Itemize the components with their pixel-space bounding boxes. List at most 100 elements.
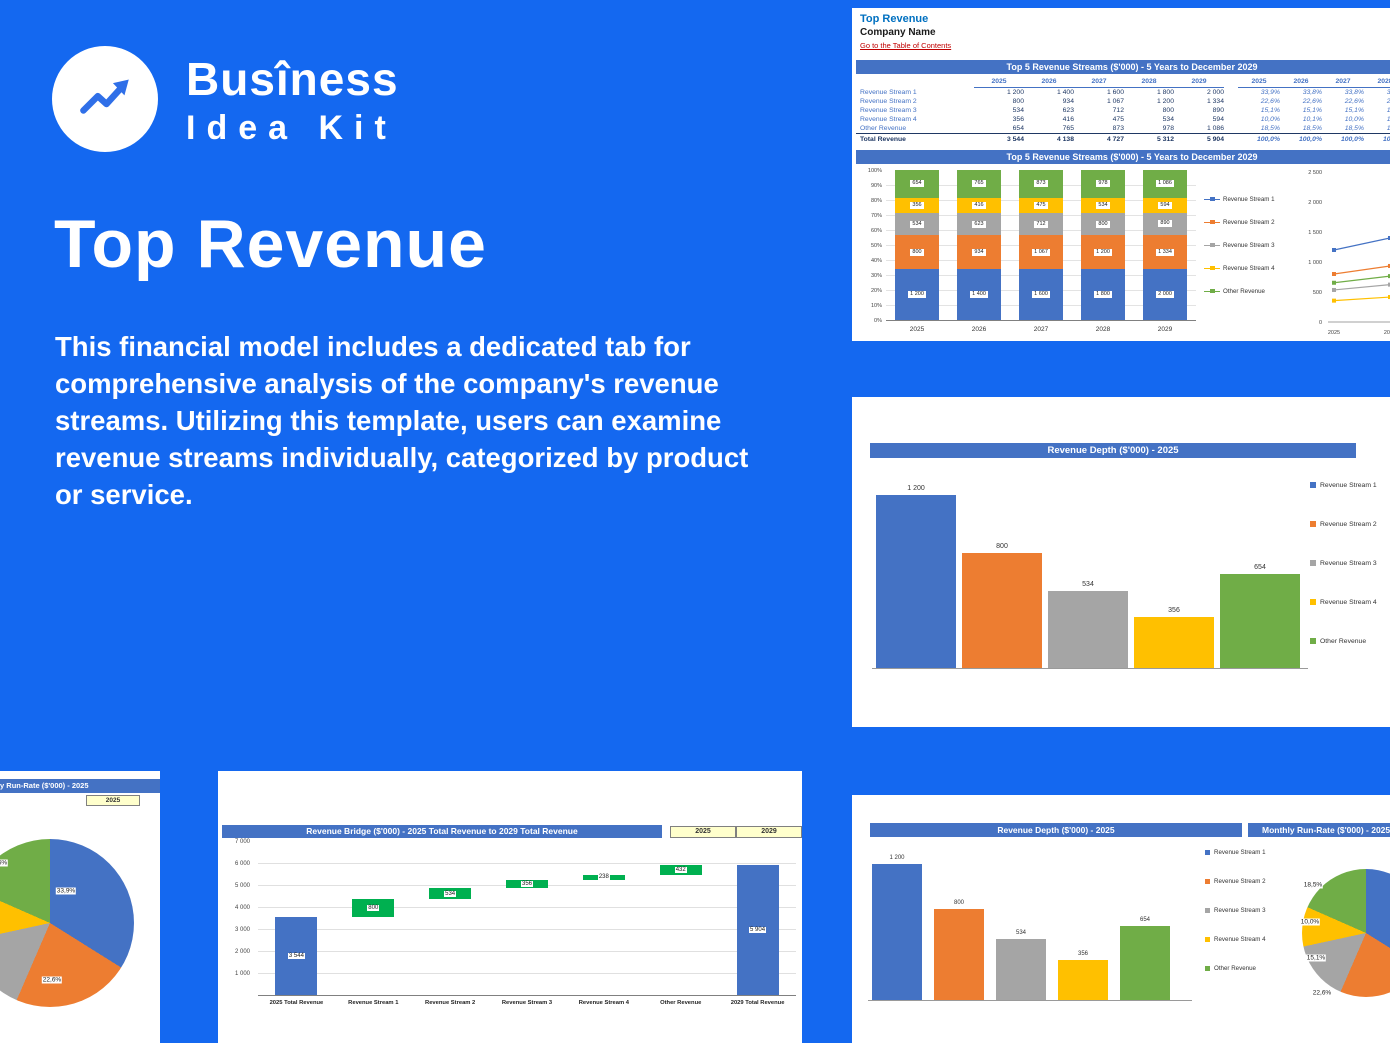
value-cell: 873 [1112, 125, 1124, 132]
legend-item: Revenue Stream 4 [1204, 263, 1288, 273]
value-cell: 890 [1212, 107, 1224, 114]
value-cell: 1 600 [1106, 89, 1124, 96]
legend-swatch [1210, 265, 1215, 270]
bridge-banner: Revenue Bridge ($'000) - 2025 Total Reve… [222, 825, 662, 838]
bar-segment: 1 400 [957, 269, 1001, 320]
segment-label: 1 200 [1094, 248, 1112, 256]
pct-year-header: 2025 [1238, 77, 1280, 88]
y-tick: 1 000 [234, 971, 250, 977]
bar-segment: 800 [895, 235, 939, 270]
legend-swatch [1310, 560, 1316, 566]
legend-item: Revenue Stream 1 [1310, 481, 1377, 489]
bar-segment: 800 [1081, 212, 1125, 236]
legend-item: Revenue Stream 2 [1204, 217, 1288, 227]
pct-cell: 18,5% [1302, 125, 1322, 132]
legend-item: Revenue Stream 1 [1205, 849, 1266, 856]
y-tick: 100% [867, 168, 882, 174]
depth-chart-banner: Revenue Depth ($'000) - 2025 [870, 443, 1356, 458]
bar-segment: 475 [1019, 197, 1063, 213]
legend-item: Other Revenue [1204, 286, 1288, 296]
value-cell: 1 400 [1056, 89, 1074, 96]
runrate-year-cell[interactable]: 2025 [86, 795, 140, 806]
pie-slice-label: 22,6% [41, 976, 63, 984]
legend-item: Revenue Stream 4 [1205, 936, 1266, 943]
svg-text:2026: 2026 [1384, 330, 1390, 336]
legend-swatch [1310, 599, 1316, 605]
y-tick: 40% [870, 258, 882, 264]
pie-slice-label: 10,0% [1299, 918, 1321, 926]
segment-label: 1 334 [1156, 248, 1174, 256]
bar-segment: 2 000 [1143, 269, 1187, 320]
depth-bar-chart: 1 200 800 534 356 654 [876, 485, 1306, 668]
bar-value-label: 5 904 [749, 927, 767, 934]
value-cell: 356 [1012, 116, 1024, 123]
pie-slice-label: 18,5% [1302, 881, 1324, 889]
legend-swatch [1310, 482, 1316, 488]
legend-item: Other Revenue [1310, 637, 1377, 645]
stacked-bar: 1 800 1 200 800 534 978 [1081, 170, 1125, 320]
stacked-bar: 1 600 1 067 712 475 873 [1019, 170, 1063, 320]
legend-label: Other Revenue [1223, 287, 1265, 295]
bar-column: 356 [1058, 951, 1108, 1000]
bar-value-label: 3 544 [287, 953, 305, 960]
x-axis-label: 2026 [971, 326, 987, 333]
bar-slot: 1 800 1 200 800 534 978 [1072, 170, 1134, 320]
bar-segment: 1 200 [895, 269, 939, 320]
bar [1048, 591, 1128, 668]
runrate-banner-small: Monthly Run-Rate ($'000) - 2025 [1248, 823, 1390, 837]
depth-chart-small-axis [868, 1000, 1192, 1001]
stacked-bar: 2 000 1 334 890 594 1 086 [1143, 170, 1187, 320]
hero-description: This financial model includes a dedicate… [55, 331, 749, 510]
legend-label: Revenue Stream 3 [1320, 559, 1377, 567]
brand-logo: Busîness Idea Kit [52, 46, 399, 152]
y-tick: 7 000 [234, 839, 250, 845]
depth-bar-chart-small: 1 200 800 534 356 654 [872, 855, 1182, 1000]
bar-segment: 890 [1143, 212, 1187, 236]
pct-cell: 22,6% [1344, 98, 1364, 105]
bar-value-label: 654 [1254, 563, 1266, 571]
bar-value-label: 534 [1082, 581, 1094, 589]
svg-text:0: 0 [1319, 320, 1322, 326]
legend-marker [1204, 219, 1220, 224]
x-axis-label: 2029 Total Revenue [730, 1000, 785, 1006]
bridge-year-to-cell[interactable]: 2029 [736, 826, 802, 838]
bar-segment: 654 [895, 170, 939, 198]
brand-name-line1: Busîness [186, 53, 399, 105]
svg-text:1 500: 1 500 [1308, 230, 1322, 236]
year-header: 2027 [1074, 77, 1124, 88]
bar-segment: 873 [1019, 170, 1063, 198]
waterfall-bar: 356 [506, 879, 548, 888]
table-row: Revenue Stream 2 800 934 1 067 1 200 1 334 22,… [856, 97, 1390, 106]
x-axis-label: Revenue Stream 2 [425, 1000, 476, 1006]
stacked-chart-legend: Revenue Stream 1 Revenue Stream 2 Revenue … [1204, 194, 1288, 309]
bar-value-label: 1 200 [907, 485, 925, 493]
value-cell: 534 [1162, 116, 1174, 123]
pct-cell: 15,1% [1260, 107, 1280, 114]
panel-revenue-depth: Revenue Depth ($'000) - 2025 1 200 800 534… [852, 397, 1390, 727]
bar-value-label: 356 [1077, 950, 1088, 957]
bar-segment: 356 [895, 197, 939, 213]
x-axis-label: 2025 [909, 326, 925, 333]
legend-item: Revenue Stream 3 [1205, 907, 1266, 914]
bar [1120, 925, 1170, 1000]
legend-marker [1204, 242, 1220, 247]
value-cell: 534 [1012, 107, 1024, 114]
plot-area: 3 544 800 534 356 238 432 5 904 [258, 842, 796, 996]
bar-column: 800 [934, 900, 984, 1000]
bar [872, 863, 922, 1000]
toc-link[interactable]: Go to the Table of Contents [860, 41, 952, 50]
legend-item: Revenue Stream 1 [1204, 194, 1288, 204]
x-axis-label: 2025 Total Revenue [269, 1000, 324, 1006]
legend-item: Revenue Stream 3 [1310, 559, 1377, 567]
bridge-waterfall-chart: 3 544 800 534 356 238 432 5 904 [258, 842, 796, 996]
svg-text:2 000: 2 000 [1308, 200, 1322, 206]
bridge-year-from-cell[interactable]: 2025 [670, 826, 736, 838]
bar-slot: 1 400 934 623 416 765 [948, 170, 1010, 320]
page-title: Top Revenue [54, 206, 487, 282]
value-cell: 475 [1112, 116, 1124, 123]
segment-label: 1 400 [970, 291, 988, 299]
legend-swatch [1205, 908, 1210, 913]
y-tick: 20% [870, 288, 882, 294]
bar-column: 654 [1120, 917, 1170, 1000]
pie-slice-label: 15,1% [1305, 954, 1327, 962]
